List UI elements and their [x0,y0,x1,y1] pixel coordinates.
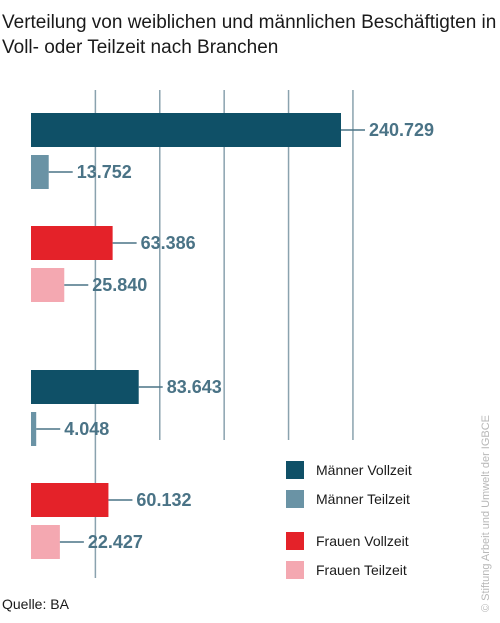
credit-note: © Stiftung Arbeit und Umwelt der IGBCE [480,414,492,612]
legend-label: Männer Teilzeit [316,490,410,507]
legend-label: Frauen Vollzeit [316,532,409,549]
legend-swatch-maenner-teilzeit [286,489,304,508]
chart-title: Verteilung von weiblichen und männlichen… [2,12,497,58]
value-label: 63.386 [141,233,196,253]
legend-label: Frauen Teilzeit [316,561,407,578]
bar-frauen-teilzeit [31,268,65,302]
bar-maenner-vollzeit [31,370,139,404]
bar-frauen-vollzeit [31,226,113,260]
bar-frauen-teilzeit [31,525,60,559]
bar-maenner-teilzeit [31,155,49,189]
value-label: 83.643 [167,377,222,397]
legend-item-maenner-vollzeit: Männer Vollzeit [286,455,486,484]
legend-item-frauen-vollzeit: Frauen Vollzeit [286,526,486,555]
legend-item-frauen-teilzeit: Frauen Teilzeit [286,555,486,584]
bar-maenner-vollzeit [31,113,341,147]
value-label: 240.729 [369,120,434,140]
value-label: 60.132 [136,490,191,510]
legend-item-maenner-teilzeit: Männer Teilzeit [286,484,486,513]
bar-maenner-teilzeit [31,412,37,446]
legend-label: Männer Vollzeit [316,461,412,478]
bar-frauen-vollzeit [31,483,109,517]
value-label: 22.427 [88,532,143,552]
legend-swatch-maenner-vollzeit [286,460,304,479]
value-label: 4.048 [64,419,109,439]
legend-swatch-frauen-teilzeit [286,560,304,579]
source-note: Quelle: BA [2,596,69,612]
legend: Männer Vollzeit Männer Teilzeit Frauen V… [286,455,486,584]
legend-swatch-frauen-vollzeit [286,531,304,550]
value-label: 25.840 [92,275,147,295]
value-label: 13.752 [77,162,132,182]
